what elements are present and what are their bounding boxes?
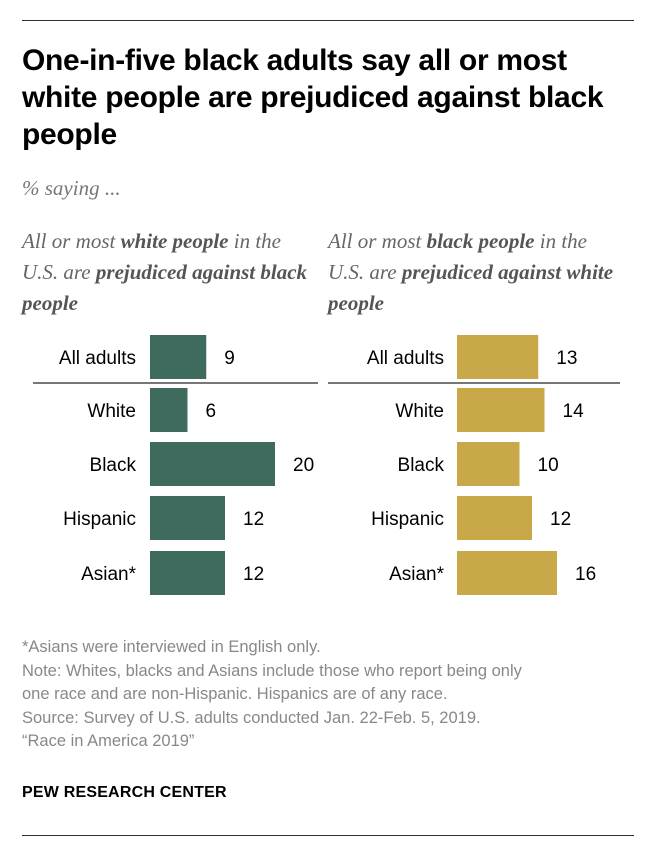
bar-chart: All adults 9 White 6 Black 20 Hispanic 12 Asian*… bbox=[33, 335, 620, 595]
panel-title-part: All or most bbox=[22, 229, 121, 253]
category-label: All adults bbox=[367, 348, 444, 369]
chart-title: One-in-five black adults say all or most… bbox=[22, 44, 604, 151]
value-label: 12 bbox=[550, 509, 571, 530]
panel-title-part: black people bbox=[426, 229, 535, 253]
category-label: Black bbox=[90, 455, 137, 476]
pew-logo-text: PEW RESEARCH CENTER bbox=[22, 784, 227, 801]
footnote-note-1: Note: Whites, blacks and Asians include … bbox=[22, 661, 522, 680]
category-label: Hispanic bbox=[63, 509, 136, 530]
value-label: 13 bbox=[556, 348, 577, 369]
panel-title-black-prejudice: All or most black people in the U.S. are… bbox=[328, 226, 628, 319]
footnotes: *Asians were interviewed in English only… bbox=[22, 636, 642, 754]
category-label: All adults bbox=[59, 348, 136, 369]
panel-title-part: white people bbox=[120, 229, 229, 253]
category-label: White bbox=[395, 401, 444, 422]
value-label: 9 bbox=[224, 348, 235, 369]
category-label: Asian* bbox=[389, 564, 445, 585]
panel-title-part: All or most bbox=[328, 229, 427, 253]
panel-title-white-prejudice: All or most white people in the U.S. are… bbox=[22, 226, 322, 319]
value-label: 10 bbox=[538, 455, 559, 476]
top-rule bbox=[22, 20, 634, 21]
bar bbox=[457, 335, 539, 379]
panel-title-part: in the U.S. are bbox=[22, 229, 281, 284]
bar bbox=[150, 496, 225, 540]
footnote-source: Source: Survey of U.S. adults conducted … bbox=[22, 708, 481, 727]
category-label: White bbox=[87, 401, 136, 422]
bar bbox=[457, 551, 557, 595]
panel-title-part: prejudiced against black people bbox=[22, 260, 308, 315]
footnote-note-2: one race and are non-Hispanic. Hispanics… bbox=[22, 685, 448, 703]
bar bbox=[457, 388, 545, 432]
value-label: 12 bbox=[243, 564, 264, 585]
footnote-report: “Race in America 2019” bbox=[22, 732, 195, 750]
footnote-asian: *Asians were interviewed in English only… bbox=[22, 638, 321, 656]
value-label: 16 bbox=[575, 564, 596, 585]
category-label: Black bbox=[398, 455, 445, 476]
bottom-rule bbox=[22, 835, 634, 836]
bar bbox=[150, 388, 188, 432]
value-label: 12 bbox=[243, 509, 264, 530]
bar bbox=[150, 335, 207, 379]
category-label: Asian* bbox=[81, 564, 137, 585]
value-label: 14 bbox=[563, 401, 585, 422]
bar bbox=[457, 442, 520, 486]
chart-subtitle: % saying ... bbox=[22, 176, 121, 200]
bar bbox=[457, 496, 532, 540]
panel-title-part: in the U.S. are bbox=[328, 229, 587, 284]
category-label: Hispanic bbox=[371, 509, 444, 530]
value-label: 6 bbox=[206, 401, 217, 422]
panel-title-part: prejudiced against white people bbox=[328, 260, 614, 315]
bar bbox=[150, 442, 275, 486]
bar bbox=[150, 551, 225, 595]
value-label: 20 bbox=[293, 455, 314, 476]
